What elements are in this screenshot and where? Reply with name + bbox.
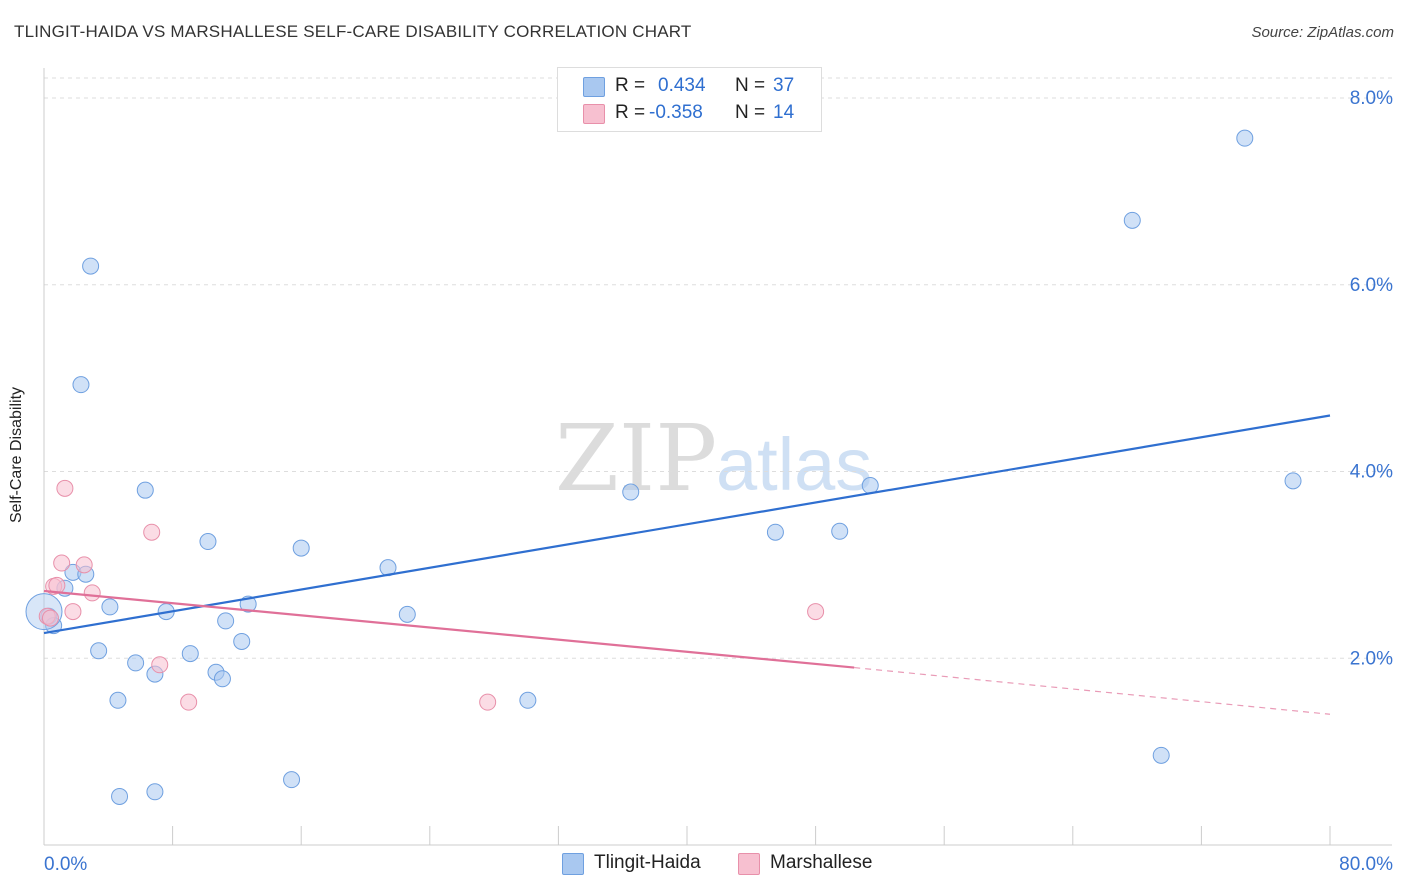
marshallese-trend-line-extension xyxy=(854,666,1331,715)
tlingit-point xyxy=(90,642,108,660)
marshallese-point xyxy=(143,523,161,541)
stats-legend: R = 0.434 N = 37 R = -0.358 N = 14 xyxy=(557,67,822,132)
r-value: 0.434 xyxy=(658,75,706,96)
n-value: 14 xyxy=(773,102,795,123)
r-value: -0.358 xyxy=(649,102,703,123)
tlingit-swatch xyxy=(583,77,605,97)
marshallese-swatch xyxy=(583,104,605,124)
chart-title: TLINGIT-HAIDA VS MARSHALLESE SELF-CARE D… xyxy=(14,22,692,41)
tlingit-point xyxy=(1236,129,1254,147)
tlingit-point xyxy=(831,522,849,540)
marshallese-point xyxy=(56,479,74,497)
legend-row-tlingit: R = 0.434 N = 37 xyxy=(558,74,821,100)
tlingit-point xyxy=(861,477,879,495)
marshallese-point xyxy=(53,554,71,572)
tlingit-point xyxy=(199,533,217,551)
tlingit-point xyxy=(1284,472,1302,490)
tlingit-point xyxy=(109,691,127,709)
y-tick-label: 6.0% xyxy=(1350,275,1393,296)
x-tick-label-max: 80.0% xyxy=(1339,854,1393,875)
r-label: R = xyxy=(615,75,646,96)
tlingit-point xyxy=(82,257,100,275)
n-value: 37 xyxy=(773,75,795,96)
y-tick-label: 4.0% xyxy=(1350,462,1393,483)
tlingit-point xyxy=(766,523,784,541)
marshallese-trend-line xyxy=(43,589,855,669)
tlingit-point xyxy=(181,645,199,663)
x-tick-label-min: 0.0% xyxy=(44,854,87,875)
tlingit-point xyxy=(136,481,154,499)
tlingit-legend-label: Tlingit-Haida xyxy=(594,852,701,873)
tlingit-point xyxy=(127,654,145,672)
marshallese-point xyxy=(64,603,82,621)
tlingit-point xyxy=(101,598,119,616)
marshallese-point xyxy=(180,693,198,711)
tlingit-point xyxy=(398,605,416,623)
tlingit-point xyxy=(519,691,537,709)
tlingit-point xyxy=(217,612,235,630)
marshallese-point xyxy=(479,693,497,711)
tlingit-point xyxy=(111,787,129,805)
tlingit-point xyxy=(622,483,640,501)
tlingit-point xyxy=(1123,211,1141,229)
marshallese-point xyxy=(48,576,66,594)
source-label: Source: ZipAtlas.com xyxy=(1251,24,1394,41)
tlingit-point xyxy=(283,771,301,789)
tlingit-point xyxy=(292,539,310,557)
marshallese-point xyxy=(807,603,825,621)
y-tick-label: 2.0% xyxy=(1350,648,1393,669)
tlingit-trend-line xyxy=(43,414,1331,635)
tlingit-point xyxy=(213,670,231,688)
n-label: N = xyxy=(735,75,766,96)
tlingit-point xyxy=(233,632,251,650)
marshallese-point xyxy=(83,584,101,602)
y-axis-label: Self-Care Disability xyxy=(8,386,25,524)
tlingit-legend-swatch xyxy=(562,853,584,875)
tlingit-point xyxy=(146,783,164,801)
watermark-atlas: atlas xyxy=(716,423,872,506)
marshallese-point xyxy=(41,609,59,627)
marshallese-legend-label: Marshallese xyxy=(770,852,873,873)
y-tick-label: 8.0% xyxy=(1350,88,1393,109)
marshallese-legend-swatch xyxy=(738,853,760,875)
n-label: N = xyxy=(735,102,766,123)
tlingit-point xyxy=(1152,746,1170,764)
tlingit-point xyxy=(72,376,90,394)
legend-row-marshallese: R = -0.358 N = 14 xyxy=(558,101,821,127)
r-label: R = xyxy=(615,102,646,123)
marshallese-point xyxy=(75,556,93,574)
marshallese-point xyxy=(151,656,169,674)
